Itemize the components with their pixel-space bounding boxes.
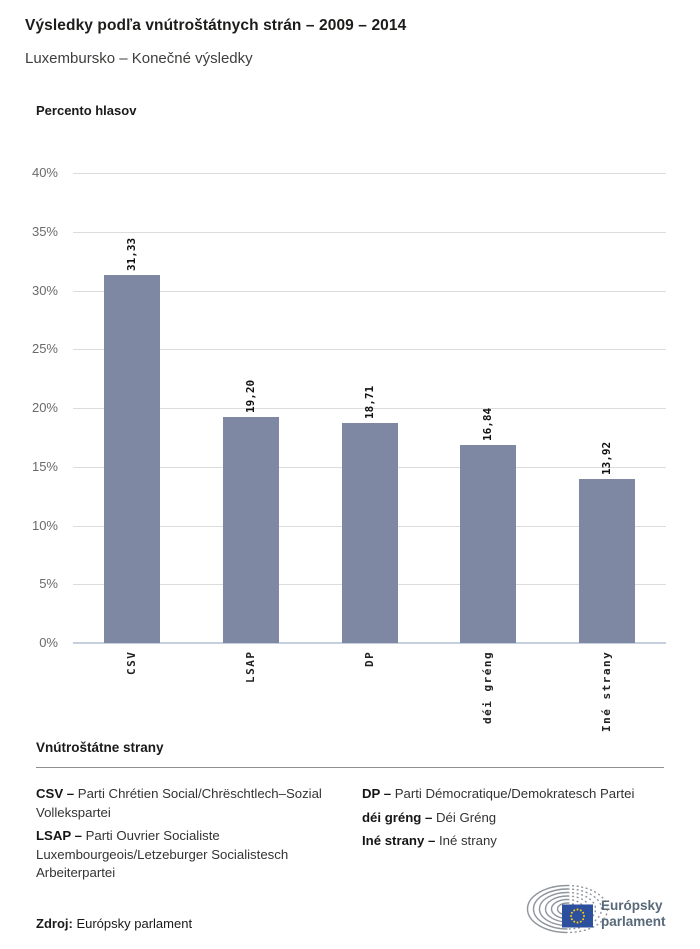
legend-definition: Déi Gréng [436,809,497,825]
gridline [73,290,666,292]
gridline [73,408,666,409]
x-axis-label: DP [362,651,376,668]
bar-csv [104,274,161,643]
star-icon [582,918,585,921]
y-tick-label: 0% [39,635,58,650]
legend-item-dei-greng: déi gréng – Déi Gréng [362,809,664,828]
star-icon [576,921,579,924]
star-icon [570,918,573,921]
bar-value-label: 13,92 [599,442,613,476]
legend-term: CSV – [36,786,78,801]
legend-definition: Iné strany [438,833,497,848]
legend-term: Iné strany – [362,833,439,848]
y-tick-label: 25% [31,341,58,357]
bar-dei-greng [460,445,517,643]
legend-divider [36,767,664,768]
legend-item-dp: DP – Parti Démocratique/Demokratesch Par… [362,785,664,804]
gridline [73,349,666,351]
source-label: Zdroj: [36,916,73,931]
bar-lsap [222,417,279,643]
y-tick-label: 5% [39,576,58,592]
gridline [73,231,666,233]
legend-item-ine-strany: Iné strany – Iné strany [362,832,664,851]
legend-definition: Parti Chrétien Social/Chrëschtlech–Sozia… [36,786,322,820]
page-title: Výsledky podľa vnútroštátnych strán – 20… [25,17,407,34]
legend-term: déi gréng – [362,809,437,825]
eu-flag-icon [562,904,593,928]
bar-ine-strany [578,479,635,643]
y-tick-label: 40% [31,165,58,180]
legend-item-csv: CSV – Parti Chrétien Social/Chrëschtlech… [36,785,348,822]
x-axis-label: CSV [125,651,139,676]
ep-logo: Európsky parlament [525,884,690,944]
legend-item-lsap: LSAP – Parti Ouvrier Socialiste Luxembou… [36,827,348,883]
legend-definition: Parti Démocratique/Demokratesch Partei [394,786,635,801]
y-tick-label: 20% [31,400,58,415]
bar-value-label: 18,71 [362,386,376,420]
legend: CSV – Parti Chrétien Social/Chrëschtlech… [36,785,664,888]
source-line: Zdroj: Európsky parlament [36,916,192,931]
y-axis-title: Percento hlasov [36,103,137,118]
bar-value-label: 31,33 [125,237,139,271]
logo-text-line2: parlament [601,913,666,929]
legend-term: DP – [362,786,395,801]
y-tick-label: 35% [31,223,58,239]
star-icon [573,920,576,923]
y-tick-label: 15% [31,458,58,474]
x-axis-label: déi gréng [481,651,495,725]
page-subtitle: Luxembursko – Konečné výsledky [25,50,253,67]
star-icon [582,911,585,914]
x-axis-label: Iné strany [599,651,613,733]
star-icon [583,915,585,917]
star-icon [579,920,582,923]
star-icon [570,911,573,914]
star-icon [570,915,572,917]
star-icon [576,908,579,911]
source-text: Európsky parlament [76,916,193,931]
legend-definition: Parti Ouvrier Socialiste Luxembourgeois/… [36,828,289,880]
x-axis-line [73,642,666,644]
bar-value-label: 19,20 [243,380,257,414]
legend-column: DP – Parti Démocratique/Demokratesch Par… [362,785,664,888]
logo-text: Európsky parlament [601,898,666,929]
legend-column: CSV – Parti Chrétien Social/Chrëschtlech… [36,785,348,888]
legend-heading: Vnútroštátne strany [36,740,164,755]
bar-value-label: 16,84 [481,408,495,442]
y-tick-label: 30% [31,282,58,298]
legend-term: LSAP – [36,828,86,843]
bar-dp [341,423,398,643]
gridline [73,173,666,174]
star-icon [573,909,576,912]
star-icon [579,909,582,912]
y-tick-label: 10% [31,517,58,533]
x-axis-label: LSAP [243,651,257,684]
logo-text-line1: Európsky [601,898,663,913]
hemicycle-icon [526,884,609,934]
